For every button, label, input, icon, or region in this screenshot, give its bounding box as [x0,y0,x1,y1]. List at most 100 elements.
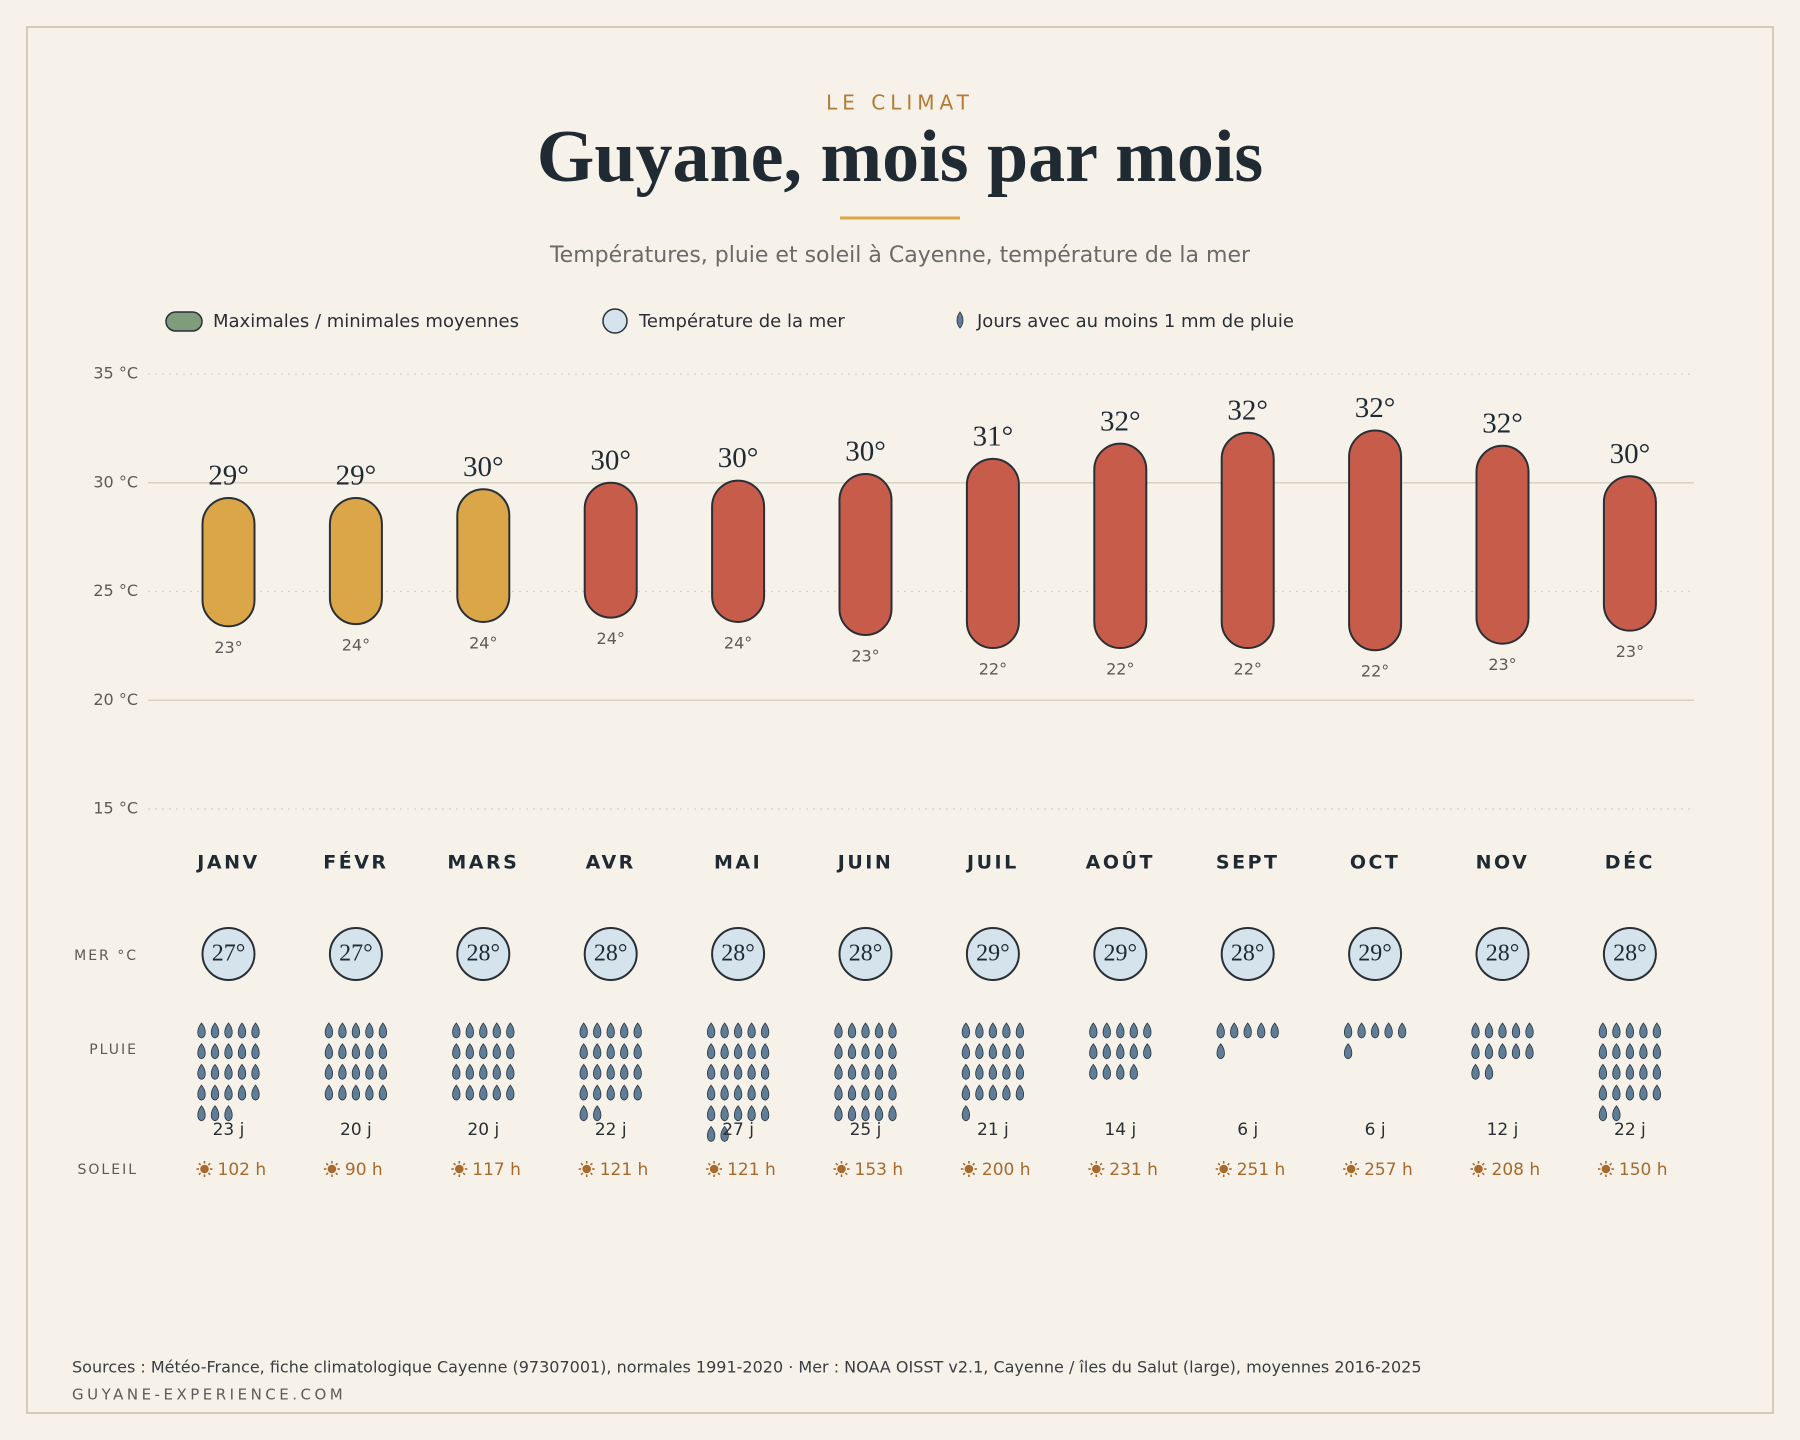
rain-drop [1143,1022,1152,1039]
rain-drops [452,1022,515,1101]
rain-drop [988,1084,998,1101]
rain-drop [492,1043,501,1060]
rain-drop [1652,1043,1662,1060]
sea-circle [965,927,1020,981]
rain-drop [351,1063,361,1080]
rain-drop [1471,1063,1480,1080]
rain-drop [747,1022,756,1039]
range-bar [838,473,893,636]
rain-drop [452,1063,461,1080]
rain-drop [210,1105,220,1122]
rain-drop [620,1063,629,1080]
sun-icon [451,1161,468,1177]
rain-label: 14 j [1104,1120,1136,1140]
rain-drop [237,1063,247,1080]
rain-label: 25 j [850,1120,882,1140]
rain-drop [210,1043,220,1060]
rain-drop [251,1084,260,1101]
rain-drop [1002,1063,1011,1080]
rain-drop [874,1105,884,1122]
sea-circle [1348,927,1403,981]
sun-icon [578,1161,595,1177]
rain-drop [834,1043,843,1060]
rain-drop [747,1063,756,1080]
max-label: 29° [336,460,377,492]
rain-drop [1612,1105,1621,1122]
rain-drop [593,1043,602,1060]
rain-drop [324,1084,334,1101]
range-bar [328,496,383,626]
rain-drop [506,1084,515,1101]
rain-drop [961,1084,971,1101]
rain-drop [324,1043,334,1060]
max-label: 32° [1227,394,1268,426]
legend-label: Maximales / minimales moyennes [213,311,519,332]
rain-drop [237,1043,247,1060]
rain-drop [720,1084,729,1101]
rain-label: 27 j [722,1120,754,1140]
rain-drops [1089,1022,1152,1080]
range-bar [1475,444,1530,645]
rain-drop [251,1063,260,1080]
min-label: 24° [724,633,752,652]
min-label: 22° [1361,662,1389,681]
rain-drop [1384,1022,1393,1039]
rain-drop [747,1043,756,1060]
max-label: 32° [1355,392,1396,424]
rain-drop [760,1043,770,1060]
rain-drop [620,1043,629,1060]
rain-drop [1102,1043,1111,1060]
rain-drop [847,1084,857,1101]
sun-label: 257 h [1364,1160,1413,1180]
sea-circle [711,927,766,981]
rain-drop [492,1063,501,1080]
rain-label: 21 j [977,1120,1009,1140]
max-label: 30° [590,444,631,476]
sun-label: 150 h [1619,1160,1668,1180]
rain-drop [351,1043,361,1060]
rain-drop [733,1043,743,1060]
sea-label: 28° [1613,941,1647,967]
max-label: 31° [973,420,1014,452]
legend-swatch [956,311,964,329]
rain-drop [961,1043,971,1060]
rain-drop [197,1084,206,1101]
rain-drop [706,1063,716,1080]
min-label: 24° [469,633,497,652]
min-label: 23° [1616,642,1644,661]
rain-drops [834,1022,897,1122]
range-bar [1220,431,1275,650]
rain-drop [1652,1022,1662,1039]
rain-drop [1015,1022,1025,1039]
rain-drop [874,1043,884,1060]
sun-label: 102 h [218,1160,267,1180]
rain-drop [975,1022,984,1039]
rain-drop [452,1022,461,1039]
rain-drop [1652,1084,1662,1101]
sea-label: 28° [466,941,500,967]
rain-drop [1129,1043,1138,1060]
rain-drop [479,1063,488,1080]
rain-drop [506,1043,515,1060]
rain-drop [1089,1063,1098,1080]
sea-label: 27° [339,941,373,967]
rain-drop [1652,1063,1662,1080]
sea-circle [328,927,383,981]
rain-drop [747,1084,756,1101]
rain-drop [479,1022,488,1039]
rain-drop [1015,1063,1025,1080]
sea-circle [1093,927,1148,981]
rain-drop [210,1084,220,1101]
rain-drop [1216,1022,1225,1039]
range-bar [965,457,1020,650]
source: Sources : Météo-France, fiche climatolog… [72,1358,1422,1377]
rain-drop [1089,1043,1098,1060]
max-label: 32° [1100,405,1141,437]
rain-drop [452,1084,461,1101]
rain-drop [506,1022,515,1039]
rain-drop [1357,1022,1366,1039]
rain-drop [378,1043,388,1060]
sun-icon [706,1161,723,1177]
rain-drop [1257,1022,1266,1039]
rain-drop [760,1105,770,1122]
